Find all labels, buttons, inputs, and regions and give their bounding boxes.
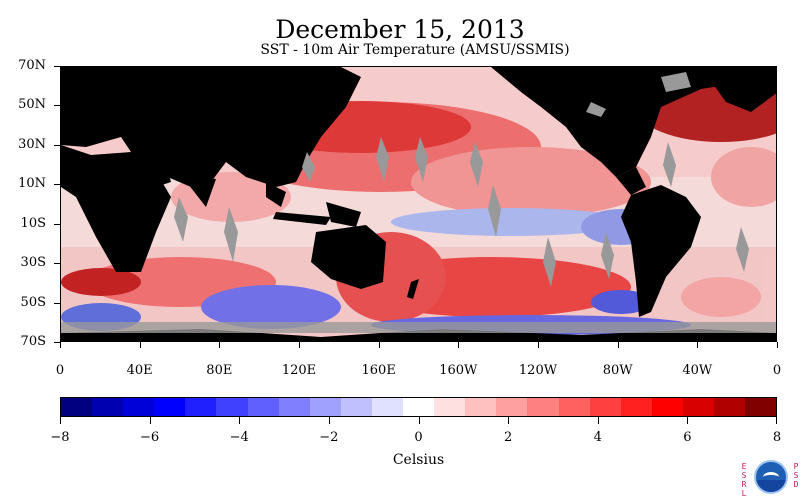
lon-tick	[299, 342, 300, 348]
colorbar-tick	[508, 417, 509, 424]
lon-tick-label: 80E	[206, 363, 233, 378]
colorbar-segment	[154, 398, 186, 416]
colorbar	[60, 397, 777, 417]
sst-anomaly-map	[60, 66, 777, 342]
colorbar-tick	[150, 417, 151, 424]
lon-tick-label: 0	[55, 363, 65, 378]
colorbar-segment	[340, 398, 372, 416]
lon-tick-label: 120W	[518, 363, 558, 378]
lat-tick	[54, 184, 60, 185]
colorbar-segment	[371, 398, 404, 416]
colorbar-segment	[185, 398, 217, 416]
colorbar-segment	[92, 398, 124, 416]
colorbar-segment	[651, 398, 683, 416]
noaa-logo-icon	[754, 460, 788, 494]
lat-tick-label: 50S	[20, 294, 46, 310]
lon-tick	[379, 342, 380, 348]
psd-label: PSD	[793, 462, 799, 489]
page-title: December 15, 2013	[275, 15, 525, 44]
colorbar-units-label: Celsius	[392, 452, 445, 468]
colorbar-tick	[598, 417, 599, 424]
colorbar-tick	[776, 417, 777, 424]
colorbar-tick-label: 2	[503, 430, 513, 445]
lat-tick	[54, 66, 60, 67]
colorbar-segment	[682, 398, 714, 416]
colorbar-tick-label: 0	[414, 430, 423, 445]
colorbar-segment	[216, 398, 248, 416]
lat-tick-label: 10N	[18, 176, 46, 192]
lat-tick	[54, 224, 60, 225]
colorbar-tick-label: −2	[319, 430, 339, 445]
lat-tick-label: 70S	[20, 334, 46, 349]
lon-tick	[538, 342, 539, 348]
lat-tick-label: 50N	[18, 97, 46, 113]
lat-tick	[54, 303, 60, 304]
colorbar-tick-label: 6	[683, 430, 692, 445]
page-subtitle: SST - 10m Air Temperature (AMSU/SSMIS)	[260, 42, 570, 58]
colorbar-segment	[465, 398, 497, 416]
colorbar-tick-label: 8	[772, 430, 782, 445]
lon-tick	[60, 342, 61, 348]
lon-tick-label: 40W	[682, 363, 713, 378]
lat-tick	[54, 263, 60, 264]
colorbar-segment	[247, 398, 279, 416]
lon-tick	[219, 342, 220, 348]
lat-tick-label: 70N	[18, 58, 46, 73]
colorbar-tick-label: −4	[229, 430, 249, 445]
lon-tick	[618, 342, 619, 348]
colorbar-segment	[309, 398, 341, 416]
esrl-label: ESRL	[741, 462, 747, 498]
lon-tick-label: 80W	[602, 363, 633, 378]
colorbar-segment	[123, 398, 155, 416]
lon-tick	[777, 342, 778, 348]
colorbar-tick	[60, 417, 61, 424]
colorbar-segment	[278, 398, 310, 416]
lat-tick	[54, 342, 60, 343]
lon-tick-label: 40E	[126, 363, 153, 378]
lon-tick-label: 160E	[361, 363, 396, 378]
colorbar-segment	[403, 398, 435, 416]
lat-tick	[54, 145, 60, 146]
colorbar-segment	[713, 398, 746, 416]
colorbar-tick	[239, 417, 240, 424]
lat-tick-label: 10S	[20, 215, 46, 231]
colorbar-tick-label: −6	[140, 430, 160, 445]
lon-tick	[140, 342, 141, 348]
colorbar-segment	[434, 398, 466, 416]
lon-tick-label: 160W	[439, 363, 478, 378]
colorbar-segment	[589, 398, 621, 416]
lon-tick	[697, 342, 698, 348]
lon-tick-label: 120E	[281, 363, 317, 378]
colorbar-tick	[687, 417, 688, 424]
colorbar-segment	[558, 398, 590, 416]
colorbar-segment	[745, 398, 777, 416]
colorbar-tick-label: 4	[593, 430, 602, 445]
colorbar-tick-label: −8	[50, 430, 70, 445]
colorbar-segment	[61, 398, 93, 416]
lat-tick	[54, 105, 60, 106]
lon-tick	[458, 342, 459, 348]
lon-tick-label: 0	[772, 363, 782, 378]
colorbar-tick	[329, 417, 330, 424]
colorbar-segment	[527, 398, 559, 416]
colorbar-segment	[496, 398, 528, 416]
colorbar-tick	[419, 417, 420, 424]
lat-tick-label: 30S	[20, 255, 46, 271]
colorbar-segment	[620, 398, 652, 416]
lat-tick-label: 30N	[18, 136, 46, 152]
